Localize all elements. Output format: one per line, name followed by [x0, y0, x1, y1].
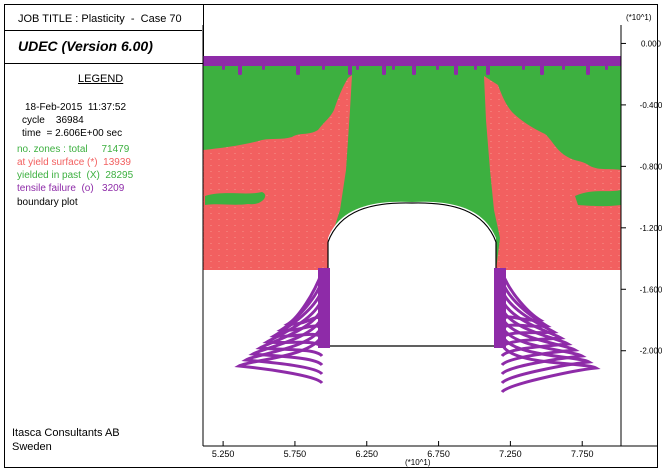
- left-wall-tensile-zone: [318, 268, 330, 348]
- y-tick-label: -0.800: [640, 162, 663, 171]
- right-tensile-fans: [500, 271, 601, 394]
- y-tick-label: -2.000: [640, 347, 663, 356]
- right-red-zone: [484, 76, 621, 270]
- tensile-drip: [348, 64, 352, 75]
- left-green-pocket: [205, 192, 266, 205]
- x-tick-label: 5.250: [212, 449, 235, 459]
- y-scale-note: (*10^1): [626, 13, 652, 22]
- x-tick-label: 5.750: [284, 449, 307, 459]
- legend-zones-total: no. zones : total 71479: [17, 144, 130, 155]
- y-tick-label: 0.000: [641, 39, 662, 48]
- tensile-drip: [522, 64, 525, 70]
- tensile-drip: [562, 64, 565, 70]
- x-axis: 5.250 5.750 6.250 6.750 7.250 7.750: [212, 441, 594, 459]
- tensile-fan-arc: [241, 325, 324, 376]
- x-tick-label: 7.750: [571, 449, 594, 459]
- tensile-fan-arc: [500, 343, 601, 394]
- tensile-drip: [382, 64, 386, 75]
- company-name: Itasca Consultants AB: [12, 427, 120, 439]
- legend-date: 18-Feb-2015 11:37:52: [25, 102, 127, 113]
- tensile-fan-arc: [262, 298, 324, 349]
- legend-boundary: boundary plot: [17, 197, 78, 208]
- legend-heading: LEGEND: [78, 73, 124, 85]
- program-name: UDEC (Version 6.00): [18, 38, 153, 54]
- tensile-drip: [412, 64, 416, 75]
- tensile-drip: [262, 64, 265, 70]
- tensile-drip: [392, 64, 395, 70]
- legend-tensile-failure: tensile failure (o) 3209: [17, 183, 125, 194]
- tensile-fan-arc: [234, 334, 324, 385]
- tensile-fan-arc: [500, 325, 587, 376]
- tensile-drip: [474, 64, 477, 70]
- tensile-drip: [586, 64, 590, 75]
- legend-yield-surface: at yield surface (*) 13939: [17, 157, 131, 168]
- legend-yielded-past: yielded in past (X) 28295: [17, 170, 134, 181]
- y-axis: 0.000 -0.400 -0.800 -1.200 -1.600 -2.000: [621, 39, 663, 356]
- y-tick-label: -0.400: [640, 101, 663, 110]
- x-tick-label: 7.250: [499, 449, 522, 459]
- title-divider: [4, 30, 202, 31]
- legend-cycle: cycle 36984: [22, 115, 84, 126]
- tensile-drip: [540, 64, 544, 75]
- tensile-fan-arc: [500, 316, 580, 367]
- tensile-fan-arc: [269, 289, 324, 340]
- tensile-fan-arc: [500, 280, 552, 331]
- tensile-fan-arc: [500, 298, 566, 349]
- plot-area: [203, 56, 621, 394]
- x-tick-label: 6.250: [355, 449, 378, 459]
- tensile-drip: [356, 64, 359, 70]
- tensile-fan-arc: [500, 289, 559, 340]
- tensile-drip: [238, 64, 242, 75]
- x-tick-label: 6.750: [427, 449, 450, 459]
- tensile-drip: [436, 64, 439, 70]
- surface-tensile-drips: [222, 64, 608, 75]
- job-title: JOB TITLE : Plasticity - Case 70: [18, 13, 182, 25]
- right-green-pocket: [575, 190, 621, 207]
- tunnel-opening: [328, 201, 496, 270]
- tensile-fan-arc: [248, 316, 324, 367]
- left-red-zone: [203, 75, 352, 270]
- tensile-drip: [222, 64, 225, 70]
- tensile-drip: [486, 64, 490, 75]
- y-tick-label: -1.600: [640, 285, 663, 294]
- tensile-fan-arc: [500, 334, 594, 385]
- tensile-drip: [605, 64, 608, 70]
- legend-time: time = 2.606E+00 sec: [22, 128, 123, 139]
- tunnel-boundary-arch: [327, 202, 497, 243]
- company-country: Sweden: [12, 441, 52, 453]
- y-tick-label: -1.200: [640, 224, 663, 233]
- left-tensile-fans: [234, 271, 324, 385]
- tensile-drip: [322, 64, 325, 70]
- right-wall-tensile-zone: [494, 268, 506, 348]
- title-box: JOB TITLE : Plasticity - Case 70 UDEC (V…: [4, 4, 204, 64]
- tensile-drip: [454, 64, 458, 75]
- x-scale-note: (*10^1): [405, 458, 431, 467]
- tensile-fan-arc: [500, 307, 573, 358]
- surface-tensile-band: [203, 56, 621, 66]
- tensile-fan-arc: [255, 307, 324, 358]
- figure-frame: [4, 4, 658, 468]
- tensile-drip: [296, 64, 300, 75]
